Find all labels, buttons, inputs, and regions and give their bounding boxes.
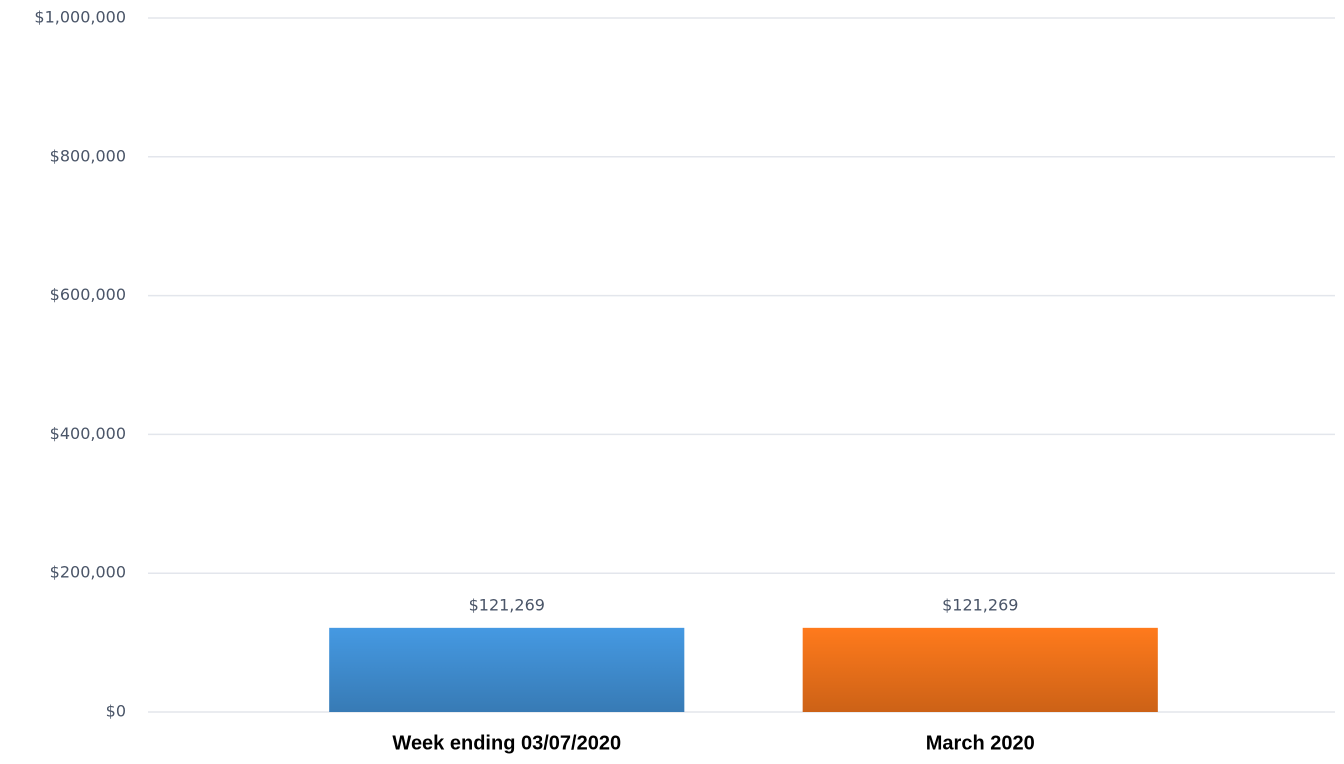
- value-label: $121,269: [469, 595, 545, 614]
- y-tick-label: $400,000: [50, 424, 126, 443]
- value-label: $121,269: [942, 595, 1018, 614]
- y-tick-label: $800,000: [50, 146, 126, 165]
- x-tick-label: March 2020: [926, 732, 1035, 754]
- y-tick-label: $0: [106, 702, 126, 721]
- x-tick-label: Week ending 03/07/2020: [392, 732, 621, 754]
- bar: [802, 627, 1158, 712]
- y-tick-label: $1,000,000: [34, 8, 126, 27]
- y-tick-label: $200,000: [50, 563, 126, 582]
- y-tick-label: $600,000: [50, 285, 126, 304]
- bar: [329, 627, 685, 712]
